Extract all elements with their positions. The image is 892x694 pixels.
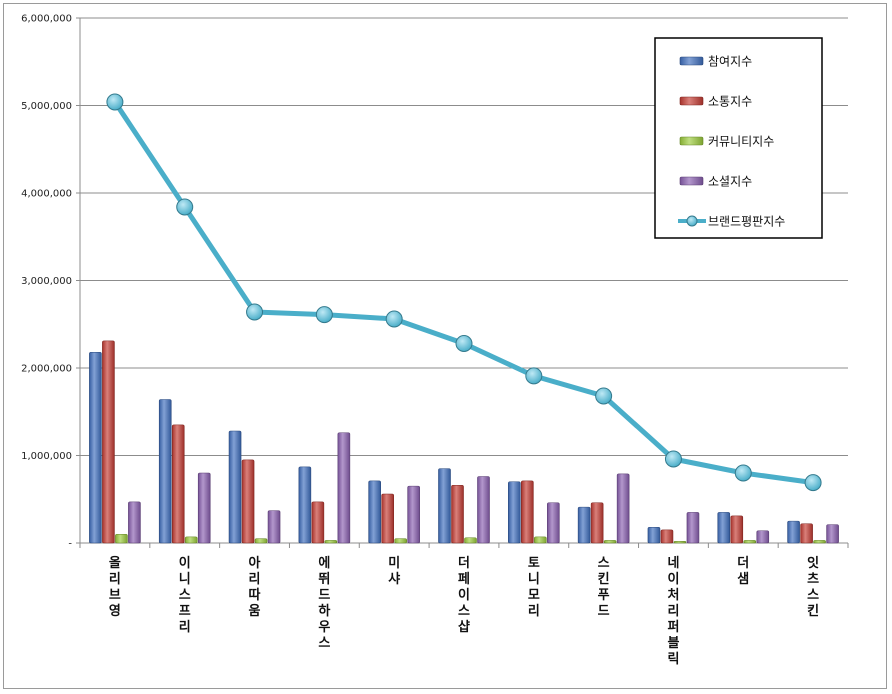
bar-소통지수-이니스프리 bbox=[171, 424, 185, 544]
y-tick-label: 2,000,000 bbox=[21, 364, 72, 375]
bar-커뮤니티지수-네이처리퍼블릭 bbox=[673, 540, 687, 544]
chart-canvas: - 1,000,000 2,000,000 3,000,000 4,000,000 5,0… bbox=[21, 14, 849, 668]
line-point bbox=[664, 450, 682, 468]
legend-label: 소셜지수 bbox=[708, 175, 752, 189]
bar-참여지수-더샘 bbox=[717, 512, 731, 544]
bar-커뮤니티지수-스킨푸드 bbox=[603, 540, 617, 544]
chart-frame: - 1,000,000 2,000,000 3,000,000 4,000,000 5,0… bbox=[3, 3, 887, 689]
tick-labels: - 1,000,000 2,000,000 3,000,000 4,000,000 5,0… bbox=[21, 14, 819, 668]
line-point bbox=[595, 387, 613, 405]
bar-소통지수-미샤 bbox=[381, 493, 394, 544]
line-point bbox=[176, 198, 194, 216]
bar-소통지수-스킨푸드 bbox=[590, 502, 604, 544]
legend-swatch bbox=[679, 136, 704, 146]
legend-label: 소통지수 bbox=[708, 95, 752, 109]
bar-소셜지수-에뛰드하우스 bbox=[337, 432, 351, 544]
bar-소통지수-에뛰드하우스 bbox=[311, 501, 325, 544]
bar-소통지수-올리브영 bbox=[102, 340, 115, 544]
bar-소셜지수-네이처리퍼블릭 bbox=[686, 512, 700, 544]
bar-소셜지수-잇츠스킨 bbox=[826, 524, 839, 544]
line-point bbox=[455, 335, 473, 352]
bar-커뮤니티지수-올리브영 bbox=[115, 533, 128, 544]
bar-커뮤니티지수-더샘 bbox=[743, 540, 757, 544]
bar-참여지수-미샤 bbox=[368, 480, 381, 544]
bar-소셜지수-토니모리 bbox=[547, 502, 560, 544]
legend-swatch bbox=[679, 96, 704, 106]
bar-series bbox=[89, 340, 839, 544]
bar-참여지수-더페이스샵 bbox=[438, 468, 451, 544]
bar-참여지수-아리따움 bbox=[228, 430, 242, 544]
bar-참여지수-이니스프리 bbox=[158, 399, 172, 544]
line-point bbox=[246, 303, 264, 321]
bar-소셜지수-올리브영 bbox=[128, 501, 141, 544]
y-tick-label: 6,000,000 bbox=[21, 14, 72, 25]
y-tick-label: 4,000,000 bbox=[21, 189, 72, 200]
grid-lines bbox=[80, 17, 848, 544]
bar-참여지수-네이처리퍼블릭 bbox=[647, 526, 661, 544]
legend-label: 참여지수 bbox=[708, 55, 752, 69]
bar-소셜지수-스킨푸드 bbox=[616, 473, 630, 544]
bar-커뮤니티지수-미샤 bbox=[394, 538, 407, 544]
bar-커뮤니티지수-더페이스샵 bbox=[464, 537, 477, 544]
bar-소통지수-더페이스샵 bbox=[451, 484, 464, 544]
bar-커뮤니티지수-잇츠스킨 bbox=[813, 540, 826, 544]
legend-label: 브랜드평판지수 bbox=[708, 215, 785, 229]
bar-소셜지수-이니스프리 bbox=[197, 472, 211, 544]
line-point bbox=[525, 367, 543, 385]
bar-커뮤니티지수-이니스프리 bbox=[184, 536, 198, 544]
bar-소셜지수-더샘 bbox=[756, 530, 770, 544]
legend-swatch bbox=[679, 56, 704, 66]
line-series bbox=[106, 93, 822, 492]
bar-소통지수-잇츠스킨 bbox=[800, 523, 813, 544]
bar-소통지수-더샘 bbox=[730, 515, 744, 544]
bar-소통지수-네이처리퍼블릭 bbox=[660, 529, 674, 544]
y-tick-label: 1,000,000 bbox=[21, 451, 72, 462]
legend-swatch-marker bbox=[686, 215, 698, 227]
bar-참여지수-에뛰드하우스 bbox=[298, 466, 312, 544]
bar-소셜지수-더페이스샵 bbox=[477, 476, 490, 544]
bar-참여지수-잇츠스킨 bbox=[787, 520, 800, 544]
bar-참여지수-스킨푸드 bbox=[577, 506, 591, 544]
line-point bbox=[804, 474, 822, 492]
bar-소통지수-아리따움 bbox=[241, 459, 255, 544]
legend-label: 커뮤니티지수 bbox=[708, 135, 774, 149]
line-point bbox=[106, 93, 124, 111]
legend-swatch bbox=[679, 176, 704, 186]
y-tick-label: 5,000,000 bbox=[21, 101, 72, 112]
y-tick-label: - bbox=[68, 539, 72, 550]
bar-참여지수-올리브영 bbox=[89, 351, 102, 544]
bar-커뮤니티지수-에뛰드하우스 bbox=[324, 540, 338, 544]
line-point bbox=[385, 310, 403, 328]
bar-커뮤니티지수-아리따움 bbox=[254, 538, 268, 544]
bar-소통지수-토니모리 bbox=[521, 480, 534, 544]
y-tick-label: 3,000,000 bbox=[21, 276, 72, 287]
bar-참여지수-토니모리 bbox=[508, 481, 521, 544]
bar-소셜지수-아리따움 bbox=[267, 510, 281, 544]
line-point bbox=[315, 306, 333, 324]
bar-소셜지수-미샤 bbox=[407, 485, 420, 544]
line-point bbox=[734, 464, 752, 482]
bar-커뮤니티지수-토니모리 bbox=[534, 536, 547, 544]
